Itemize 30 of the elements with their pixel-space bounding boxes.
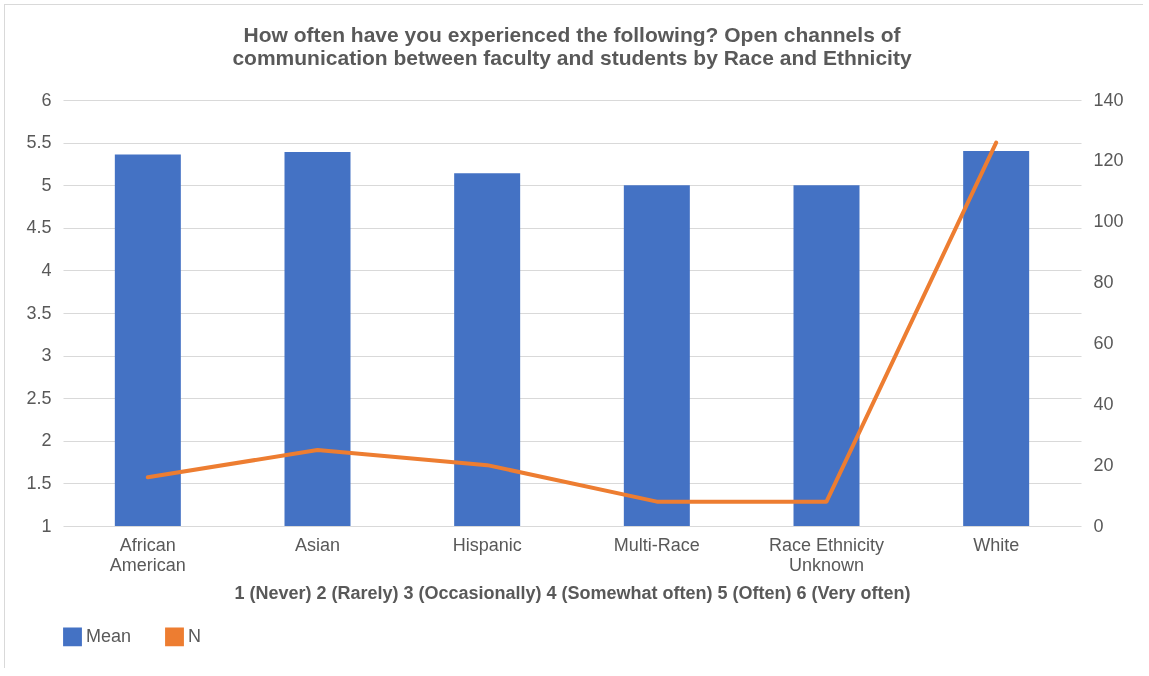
x-tick-label: African American xyxy=(109,534,186,575)
x-tick-label: Asian xyxy=(294,534,341,555)
y2-tick-label: 0 xyxy=(1093,515,1104,536)
y-tick-label: 1.5 xyxy=(26,472,52,493)
x-tick-label: White xyxy=(973,534,1020,555)
y-tick-label: 2 xyxy=(41,430,52,451)
y-tick-label: 3 xyxy=(41,345,52,366)
y-tick-label: 6 xyxy=(41,89,52,110)
y-tick-label: 4 xyxy=(41,259,52,280)
y2-tick-label: 40 xyxy=(1093,393,1114,414)
x-tick-label: Hispanic xyxy=(452,534,522,555)
x-tick-label: Race Ethnicity Unknown xyxy=(768,534,885,575)
y-tick-label: 2.5 xyxy=(26,387,52,408)
x-tick-label: Multi-Race xyxy=(613,534,700,555)
y-tick-label: 5 xyxy=(41,174,52,195)
x-axis-title: 1 (Never) 2 (Rarely) 3 (Occasionally) 4 (Somewhat often) 5 (Often) 6 (Very often) xyxy=(234,582,911,603)
y-tick-label: 4.5 xyxy=(26,217,52,238)
chart-title: How often have you experienced the following? Open channels of communication between faculty and students by Race and Ethnicity xyxy=(232,23,912,69)
y2-tick-label: 140 xyxy=(1093,89,1124,110)
y2-tick-label: 80 xyxy=(1093,272,1114,293)
y-tick-label: 3.5 xyxy=(26,302,52,323)
y2-tick-label: 60 xyxy=(1093,332,1114,353)
y-tick-label: 5.5 xyxy=(26,132,52,153)
legend-label: Mean xyxy=(86,625,132,646)
y2-tick-label: 20 xyxy=(1093,454,1114,475)
legend-label: N xyxy=(188,625,201,646)
y2-tick-label: 120 xyxy=(1093,150,1124,171)
y2-tick-label: 100 xyxy=(1093,211,1124,232)
line-series xyxy=(145,140,999,504)
y-tick-label: 1 xyxy=(41,515,52,536)
